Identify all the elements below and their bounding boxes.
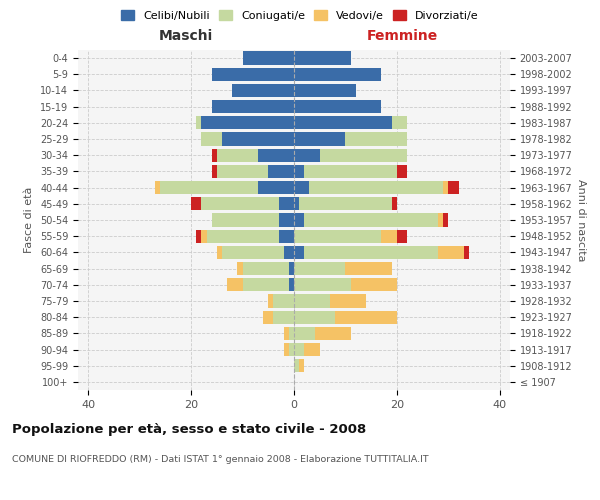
- Y-axis label: Anni di nascita: Anni di nascita: [577, 179, 586, 261]
- Bar: [202, 132, 222, 145]
- Bar: [299, 359, 304, 372]
- Bar: [443, 181, 448, 194]
- Bar: [314, 326, 350, 340]
- Legend: Celibi/Nubili, Coniugati/e, Vedovi/e, Divorziati/e: Celibi/Nubili, Coniugati/e, Vedovi/e, Di…: [117, 6, 483, 25]
- Bar: [278, 230, 294, 243]
- Bar: [294, 165, 304, 178]
- Text: Maschi: Maschi: [159, 28, 213, 42]
- Bar: [294, 214, 304, 226]
- Bar: [294, 359, 299, 372]
- Bar: [278, 197, 294, 210]
- Bar: [392, 197, 397, 210]
- Bar: [222, 246, 284, 259]
- Bar: [294, 100, 382, 114]
- Bar: [382, 230, 397, 243]
- Bar: [397, 230, 407, 243]
- Bar: [217, 148, 258, 162]
- Bar: [320, 148, 407, 162]
- Bar: [284, 246, 294, 259]
- Bar: [299, 197, 392, 210]
- Bar: [289, 343, 294, 356]
- Bar: [335, 310, 397, 324]
- Bar: [222, 132, 294, 145]
- Bar: [206, 230, 278, 243]
- Bar: [155, 181, 160, 194]
- Bar: [294, 148, 320, 162]
- Bar: [263, 310, 274, 324]
- Bar: [304, 214, 438, 226]
- Bar: [202, 230, 206, 243]
- Bar: [294, 310, 335, 324]
- Bar: [294, 68, 382, 81]
- Bar: [232, 84, 294, 97]
- Bar: [294, 343, 304, 356]
- Bar: [217, 165, 268, 178]
- Bar: [294, 278, 350, 291]
- Bar: [274, 294, 294, 308]
- Bar: [438, 214, 443, 226]
- Bar: [258, 148, 294, 162]
- Bar: [294, 230, 382, 243]
- Bar: [217, 246, 222, 259]
- Y-axis label: Fasce di età: Fasce di età: [25, 187, 34, 253]
- Bar: [289, 278, 294, 291]
- Bar: [330, 294, 366, 308]
- Bar: [227, 278, 242, 291]
- Bar: [196, 116, 202, 130]
- Bar: [294, 84, 356, 97]
- Bar: [294, 181, 310, 194]
- Bar: [242, 262, 289, 275]
- Bar: [212, 100, 294, 114]
- Bar: [294, 197, 299, 210]
- Bar: [310, 181, 443, 194]
- Bar: [202, 197, 278, 210]
- Bar: [202, 116, 294, 130]
- Bar: [346, 262, 392, 275]
- Bar: [294, 116, 392, 130]
- Bar: [304, 246, 438, 259]
- Bar: [397, 165, 407, 178]
- Bar: [238, 262, 242, 275]
- Bar: [242, 52, 294, 64]
- Bar: [160, 181, 258, 194]
- Text: COMUNE DI RIOFREDDO (RM) - Dati ISTAT 1° gennaio 2008 - Elaborazione TUTTITALIA.: COMUNE DI RIOFREDDO (RM) - Dati ISTAT 1°…: [12, 455, 428, 464]
- Bar: [294, 52, 350, 64]
- Bar: [438, 246, 464, 259]
- Bar: [284, 326, 289, 340]
- Text: Femmine: Femmine: [367, 28, 437, 42]
- Bar: [258, 181, 294, 194]
- Bar: [443, 214, 448, 226]
- Bar: [304, 343, 320, 356]
- Bar: [196, 230, 202, 243]
- Bar: [268, 294, 274, 308]
- Bar: [284, 343, 289, 356]
- Bar: [294, 246, 304, 259]
- Bar: [294, 326, 314, 340]
- Bar: [448, 181, 458, 194]
- Bar: [289, 326, 294, 340]
- Bar: [212, 148, 217, 162]
- Bar: [294, 132, 346, 145]
- Bar: [191, 197, 202, 210]
- Bar: [268, 165, 294, 178]
- Bar: [294, 262, 346, 275]
- Bar: [274, 310, 294, 324]
- Bar: [289, 262, 294, 275]
- Bar: [464, 246, 469, 259]
- Bar: [212, 214, 278, 226]
- Bar: [392, 116, 407, 130]
- Bar: [242, 278, 289, 291]
- Bar: [278, 214, 294, 226]
- Text: Popolazione per età, sesso e stato civile - 2008: Popolazione per età, sesso e stato civil…: [12, 422, 366, 436]
- Bar: [346, 132, 407, 145]
- Bar: [350, 278, 397, 291]
- Bar: [212, 68, 294, 81]
- Bar: [212, 165, 217, 178]
- Bar: [294, 294, 330, 308]
- Bar: [304, 165, 397, 178]
